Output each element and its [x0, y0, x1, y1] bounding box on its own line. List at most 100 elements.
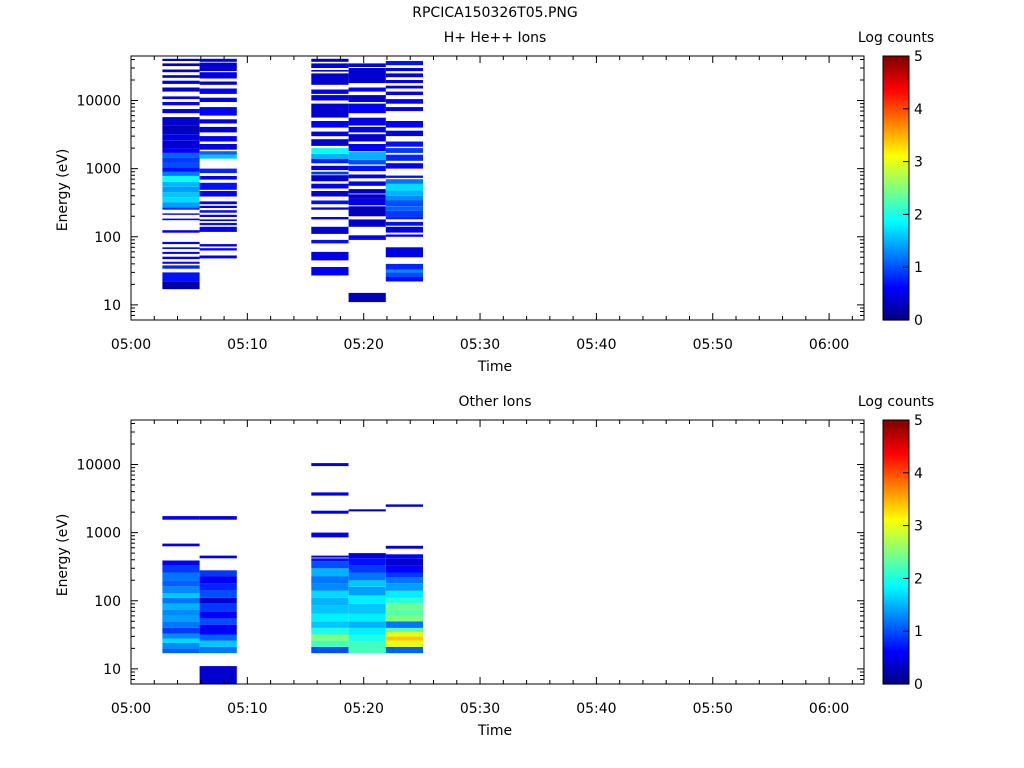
heatmap-cell — [348, 292, 386, 303]
colorbar-segment — [883, 636, 909, 640]
heatmap-cell — [385, 609, 423, 616]
x-tick-label: 05:30 — [460, 701, 500, 717]
colorbar-segment — [883, 150, 909, 154]
colorbar-tick-label: 3 — [914, 519, 923, 535]
y-tick-label: 10000 — [76, 458, 121, 474]
colorbar-segment — [883, 227, 909, 230]
colorbar-segment — [883, 494, 909, 497]
heatmap-cell — [348, 613, 386, 622]
colorbar-tick-label: 1 — [914, 260, 923, 276]
heatmap-cell — [162, 109, 200, 114]
colorbar-segment — [883, 609, 909, 613]
colorbar-segment — [883, 251, 909, 255]
heatmap-cell — [162, 543, 200, 547]
heatmap-cell — [311, 510, 349, 514]
colorbar-segment — [883, 115, 909, 119]
heatmap-cell — [311, 590, 349, 598]
colorbar-segment — [883, 214, 909, 218]
heatmap-cell — [348, 174, 386, 179]
colorbar-segment — [883, 562, 909, 565]
x-tick-label: 05:10 — [227, 701, 267, 717]
colorbar-tick-label: 5 — [914, 49, 923, 65]
colorbar-segment — [883, 655, 909, 658]
colorbar-segment — [883, 78, 909, 82]
heatmap-cell — [199, 597, 237, 604]
colorbar-segment — [883, 144, 909, 148]
colorbar-segment — [883, 80, 909, 84]
colorbar-segment — [883, 424, 909, 427]
colorbar-segment — [883, 233, 909, 237]
heatmap-cell — [385, 61, 423, 66]
colorbar-segment — [883, 62, 909, 65]
colorbar-tick-label: 4 — [914, 466, 923, 482]
heatmap-cell — [385, 554, 423, 559]
colorbar-segment — [883, 669, 909, 673]
colorbar-segment — [883, 206, 909, 210]
heatmap-cell — [199, 126, 237, 133]
colorbar-tick-label: 2 — [914, 571, 923, 587]
x-tick-label: 05:40 — [576, 701, 616, 717]
colorbar-segment — [883, 461, 909, 464]
colorbar-segment — [883, 483, 909, 487]
heatmap-cell — [348, 634, 386, 642]
heatmap-cell — [162, 593, 200, 598]
colorbar-segment — [883, 122, 909, 125]
colorbar-segment — [883, 543, 909, 547]
colorbar-tick-label: 0 — [914, 677, 923, 693]
colorbar-segment — [883, 82, 909, 86]
colorbar-segment — [883, 434, 909, 438]
colorbar-segment — [883, 558, 909, 561]
colorbar-segment — [883, 307, 909, 311]
colorbar-tick-label: 3 — [914, 155, 923, 171]
colorbar: 0 1 2 3 4 5 — [882, 49, 923, 329]
colorbar-segment — [883, 661, 909, 664]
colorbar-segment — [883, 198, 909, 201]
colorbar-segment — [883, 196, 909, 199]
colorbar-segment — [883, 317, 909, 321]
heatmap-cell — [311, 613, 349, 622]
heatmap-cell — [348, 603, 386, 614]
colorbar-segment — [883, 109, 909, 113]
heatmap-cell — [199, 191, 237, 197]
plot-frame — [130, 419, 865, 685]
colorbar-segment — [883, 506, 909, 510]
heatmap-cell — [311, 555, 349, 558]
colorbar-segment — [883, 492, 909, 495]
heatmap-cell — [348, 117, 386, 126]
panel-title: H+ He++ Ions — [444, 30, 547, 46]
heatmap-cell — [199, 81, 237, 85]
panel-title: Other Ions — [458, 394, 531, 410]
colorbar-segment — [883, 223, 909, 226]
colorbar-frame — [882, 55, 910, 321]
colorbar-segment — [883, 459, 909, 462]
colorbar-segment — [883, 481, 909, 485]
colorbar-segment — [883, 457, 909, 460]
heatmap-cell — [348, 565, 386, 573]
heatmap-cell — [162, 167, 200, 172]
colorbar-segment — [883, 293, 909, 296]
colorbar-segment — [883, 239, 909, 243]
heatmap-cell — [162, 176, 200, 182]
colorbar-segment — [883, 299, 909, 303]
heatmap-cell — [199, 176, 237, 180]
colorbar-segment — [883, 200, 909, 204]
x-axis-label: Time — [477, 359, 512, 375]
colorbar-segment — [883, 303, 909, 307]
heatmap-cell — [162, 256, 200, 260]
colorbar-segment — [883, 535, 909, 539]
heatmap-cell — [162, 102, 200, 106]
heatmap-cell — [348, 580, 386, 587]
colorbar-segment — [883, 74, 909, 78]
heatmap-cell — [385, 640, 423, 647]
colorbar-segment — [883, 529, 909, 532]
heatmap-cell — [311, 158, 349, 164]
colorbar-label: Log counts — [858, 394, 934, 410]
colorbar-segment — [883, 134, 909, 138]
colorbar-segment — [883, 266, 909, 270]
colorbar-segment — [883, 444, 909, 448]
colorbar-segment — [883, 486, 909, 489]
heatmap-cell — [385, 80, 423, 84]
colorbar-segment — [883, 642, 909, 646]
heatmap-cell — [348, 181, 386, 186]
heatmap-cell — [162, 230, 200, 233]
